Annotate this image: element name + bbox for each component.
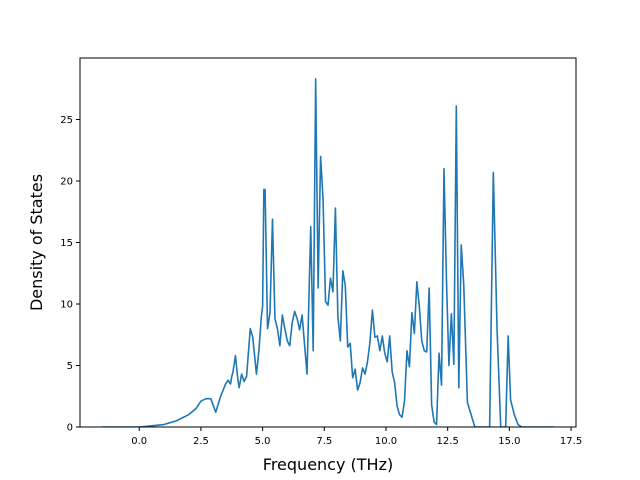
x-tick-label: 10.0 bbox=[375, 436, 397, 447]
plot-marks bbox=[102, 78, 554, 427]
x-axis-ticks: 0.0 2.5 5.0 7.5 10.0 12.5 15.0 17.5 bbox=[131, 427, 582, 447]
x-tick-label: 7.5 bbox=[316, 436, 332, 447]
y-tick-label: 0 bbox=[67, 423, 73, 434]
y-tick-label: 20 bbox=[60, 177, 73, 188]
x-axis-label: Frequency (THz) bbox=[263, 455, 393, 474]
x-tick-label: 2.5 bbox=[193, 436, 209, 447]
y-tick-label: 15 bbox=[60, 238, 73, 249]
y-tick-label: 25 bbox=[60, 115, 73, 126]
x-tick-label: 12.5 bbox=[437, 436, 459, 447]
y-tick-label: 5 bbox=[67, 361, 73, 372]
y-tick-label: 10 bbox=[60, 300, 73, 311]
y-axis-label: Density of States bbox=[27, 174, 46, 311]
x-tick-label: 15.0 bbox=[498, 436, 520, 447]
y-axis-ticks: 0 5 10 15 20 25 bbox=[60, 115, 80, 434]
dos-line-series-0 bbox=[102, 78, 554, 427]
plot-frame bbox=[79, 57, 577, 428]
x-tick-label: 17.5 bbox=[560, 436, 582, 447]
x-tick-label: 5.0 bbox=[255, 436, 271, 447]
x-tick-label: 0.0 bbox=[131, 436, 147, 447]
